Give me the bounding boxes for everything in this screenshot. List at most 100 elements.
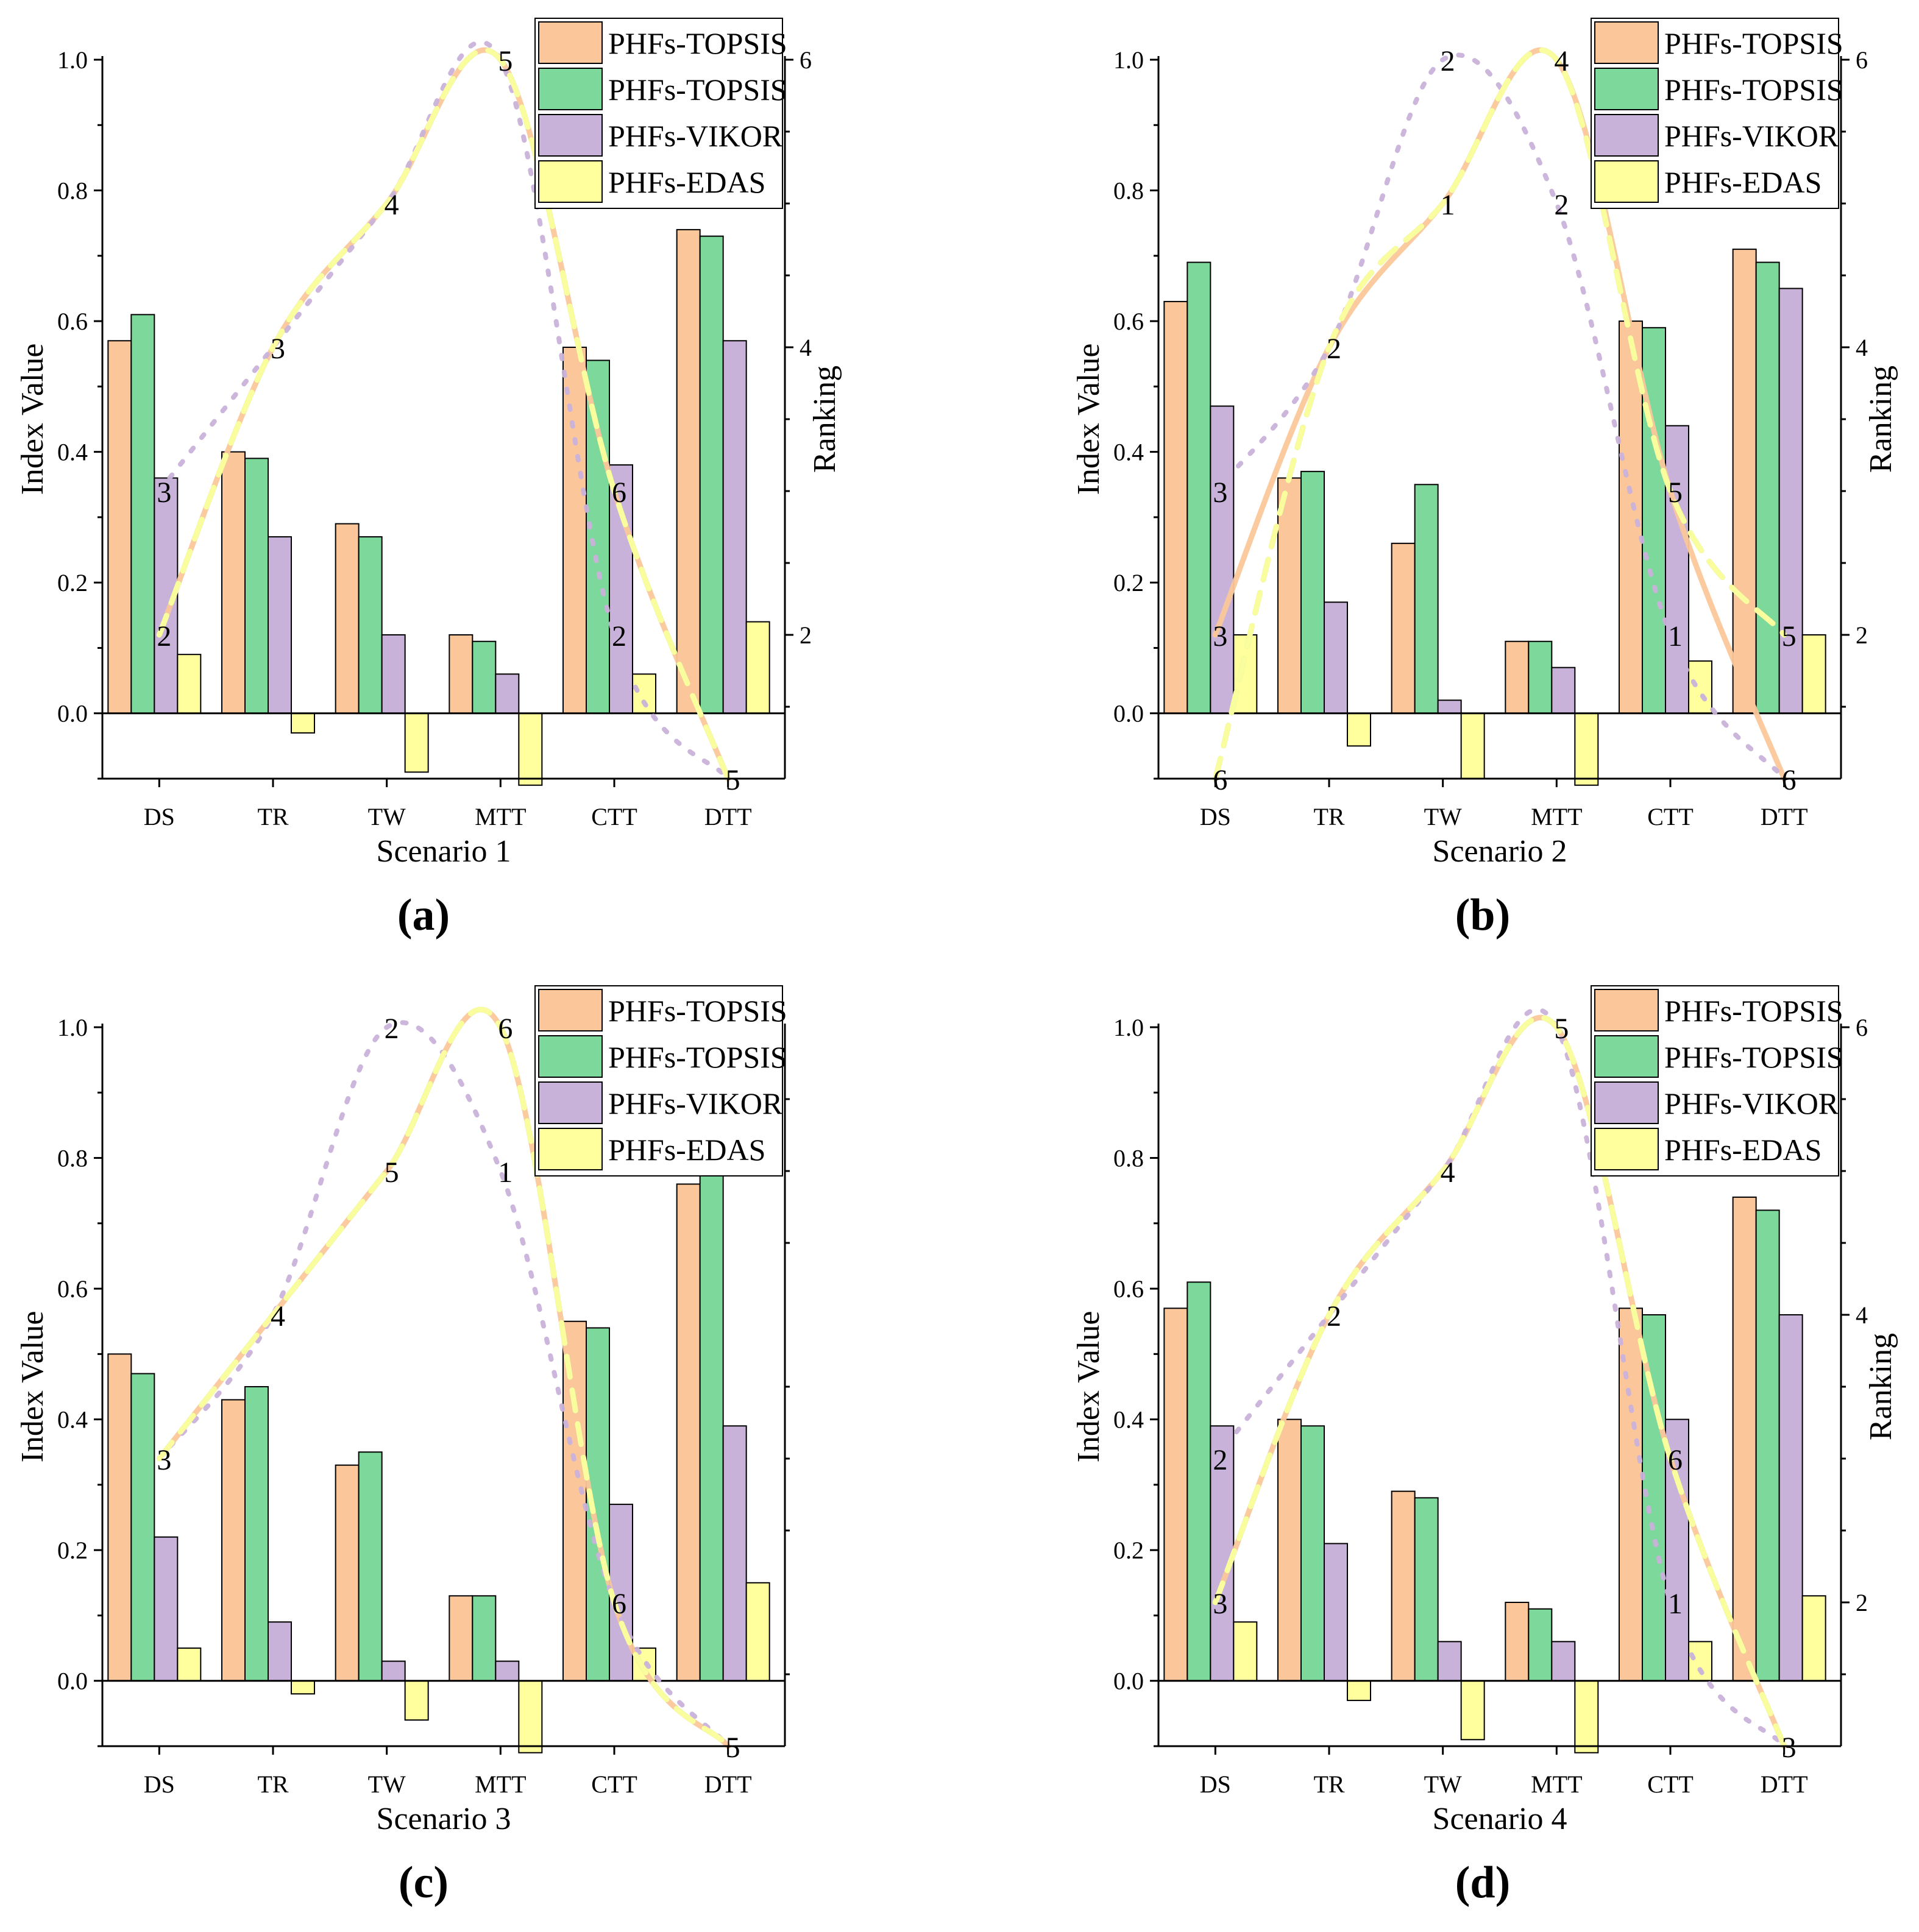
- x-tick-label: TW: [1424, 803, 1462, 830]
- bar-ctt-series4: [1688, 660, 1712, 714]
- x-tick-label: CTT: [591, 803, 637, 830]
- legend-swatch: [538, 1128, 603, 1170]
- bar-dtt-series2: [1755, 1209, 1780, 1682]
- legend-swatch: [538, 68, 603, 110]
- rank-label: 3: [1213, 620, 1227, 653]
- legend-swatch: [1594, 1035, 1659, 1078]
- bar-mtt-series1: [1505, 640, 1530, 714]
- bar-tw-series1: [335, 523, 360, 714]
- rank-label: 3: [157, 476, 171, 509]
- x-tick-label: TW: [1424, 1771, 1462, 1798]
- caption-d: (d): [1455, 1858, 1511, 1908]
- bar-dtt-series4: [1801, 634, 1826, 714]
- bar-tw-series1: [335, 1464, 360, 1682]
- legend-swatch: [1594, 68, 1659, 110]
- rank-label: 3: [157, 1444, 171, 1476]
- x-tick-label: MTT: [475, 803, 526, 830]
- bar-mtt-series2: [472, 640, 497, 714]
- bar-tr-series4: [291, 712, 315, 734]
- x-tick-label: CTT: [1647, 1771, 1694, 1798]
- x-tick-label: DTT: [704, 803, 752, 830]
- rank-label: 2: [612, 620, 626, 653]
- legend-label: PHFs-TOPSIS: [608, 73, 787, 107]
- bar-tw-series2: [1414, 484, 1439, 714]
- bar-ctt-series4: [1688, 1641, 1712, 1682]
- bar-tw-series3: [1437, 699, 1462, 714]
- y2-tick-label: 6: [800, 46, 812, 74]
- bar-ctt-series1: [562, 347, 587, 714]
- x-tick-label: DTT: [1761, 1771, 1808, 1798]
- bar-dtt-series1: [676, 1183, 701, 1682]
- y-tick-label: 1.0: [57, 1014, 88, 1041]
- y-tick-label: 0.8: [57, 177, 88, 205]
- legend-label: PHFs-TOPSIS: [608, 994, 787, 1028]
- y-tick-label: 0.2: [1113, 1537, 1144, 1564]
- bar-mtt-series1: [449, 1595, 474, 1682]
- x-tick-label: TR: [257, 1771, 288, 1798]
- bar-dtt-series2: [699, 235, 724, 714]
- bar-dtt-series2: [699, 1170, 724, 1682]
- legend-swatch: [1594, 1081, 1659, 1124]
- rank-label: 2: [385, 1013, 399, 1045]
- rank-label: 4: [1554, 45, 1569, 77]
- legend-label: PHFs-TOPSIS: [1664, 1040, 1843, 1074]
- bar-tw-series4: [1460, 1680, 1485, 1741]
- x-tick-label: CTT: [1647, 803, 1694, 830]
- rank-label: 4: [385, 189, 399, 221]
- x-tick-label: TR: [257, 803, 288, 830]
- rank-label: 2: [1213, 1444, 1227, 1476]
- bar-dtt-series1: [676, 228, 701, 714]
- rank-label: 5: [1782, 620, 1797, 653]
- y-axis-title: Index Value: [15, 344, 50, 495]
- bar-ctt-series2: [586, 359, 610, 714]
- bar-dtt-series2: [1755, 261, 1780, 714]
- bar-mtt-series1: [1505, 1602, 1530, 1682]
- x-axis-title: Scenario 4: [1433, 1802, 1567, 1836]
- rank-label: 1: [1441, 189, 1455, 221]
- bar-dtt-series3: [722, 340, 747, 714]
- y-tick-label: 0.2: [1113, 569, 1144, 596]
- caption-a: (a): [397, 890, 450, 940]
- x-tick-label: CTT: [591, 1771, 637, 1798]
- bar-tw-series2: [1414, 1497, 1439, 1682]
- bar-mtt-series2: [1528, 1608, 1553, 1682]
- legend-label: PHFs-EDAS: [1664, 1133, 1821, 1167]
- ranking-line-4: [156, 1007, 731, 1749]
- bar-mtt-series2: [1528, 640, 1553, 714]
- rank-label: 5: [385, 1156, 399, 1189]
- y2-tick-label: 6: [1856, 46, 1868, 74]
- caption-b: (b): [1455, 890, 1511, 940]
- y-tick-label: 0.8: [1113, 177, 1144, 205]
- bar-ds-series1: [107, 1353, 132, 1682]
- bar-mtt-series4: [1574, 712, 1599, 786]
- bar-dtt-series1: [1732, 1196, 1757, 1682]
- bar-ds-series2: [1187, 261, 1211, 714]
- y-tick-label: 0.0: [1113, 700, 1144, 727]
- bar-mtt-series4: [1574, 1680, 1599, 1753]
- bar-tr-series2: [244, 458, 269, 714]
- x-tick-label: DS: [144, 803, 175, 830]
- x-tick-label: MTT: [475, 1771, 526, 1798]
- bar-ds-series3: [1210, 405, 1235, 714]
- x-axis-title: Scenario 3: [377, 1802, 511, 1836]
- x-tick-label: DTT: [704, 1771, 752, 1798]
- rank-label: 1: [1668, 1588, 1683, 1620]
- legend-swatch: [538, 21, 603, 64]
- rank-label: 3: [1213, 476, 1227, 509]
- bar-mtt-series3: [1551, 1641, 1576, 1682]
- ranking-line-4: [156, 47, 731, 782]
- bar-tw-series1: [1391, 542, 1416, 714]
- legend-swatch: [1594, 114, 1659, 157]
- bar-tr-series1: [221, 1399, 246, 1682]
- y-tick-label: 0.2: [57, 569, 88, 596]
- bar-tr-series4: [1347, 712, 1371, 747]
- legend-label: PHFs-EDAS: [608, 165, 765, 199]
- legend-label: PHFs-TOPSIS: [1664, 994, 1843, 1028]
- y-tick-label: 0.6: [1113, 308, 1144, 335]
- bar-ds-series2: [130, 314, 155, 714]
- legend-swatch: [538, 1035, 603, 1078]
- legend-label: PHFs-EDAS: [1664, 165, 1821, 199]
- legend-swatch: [1594, 1128, 1659, 1170]
